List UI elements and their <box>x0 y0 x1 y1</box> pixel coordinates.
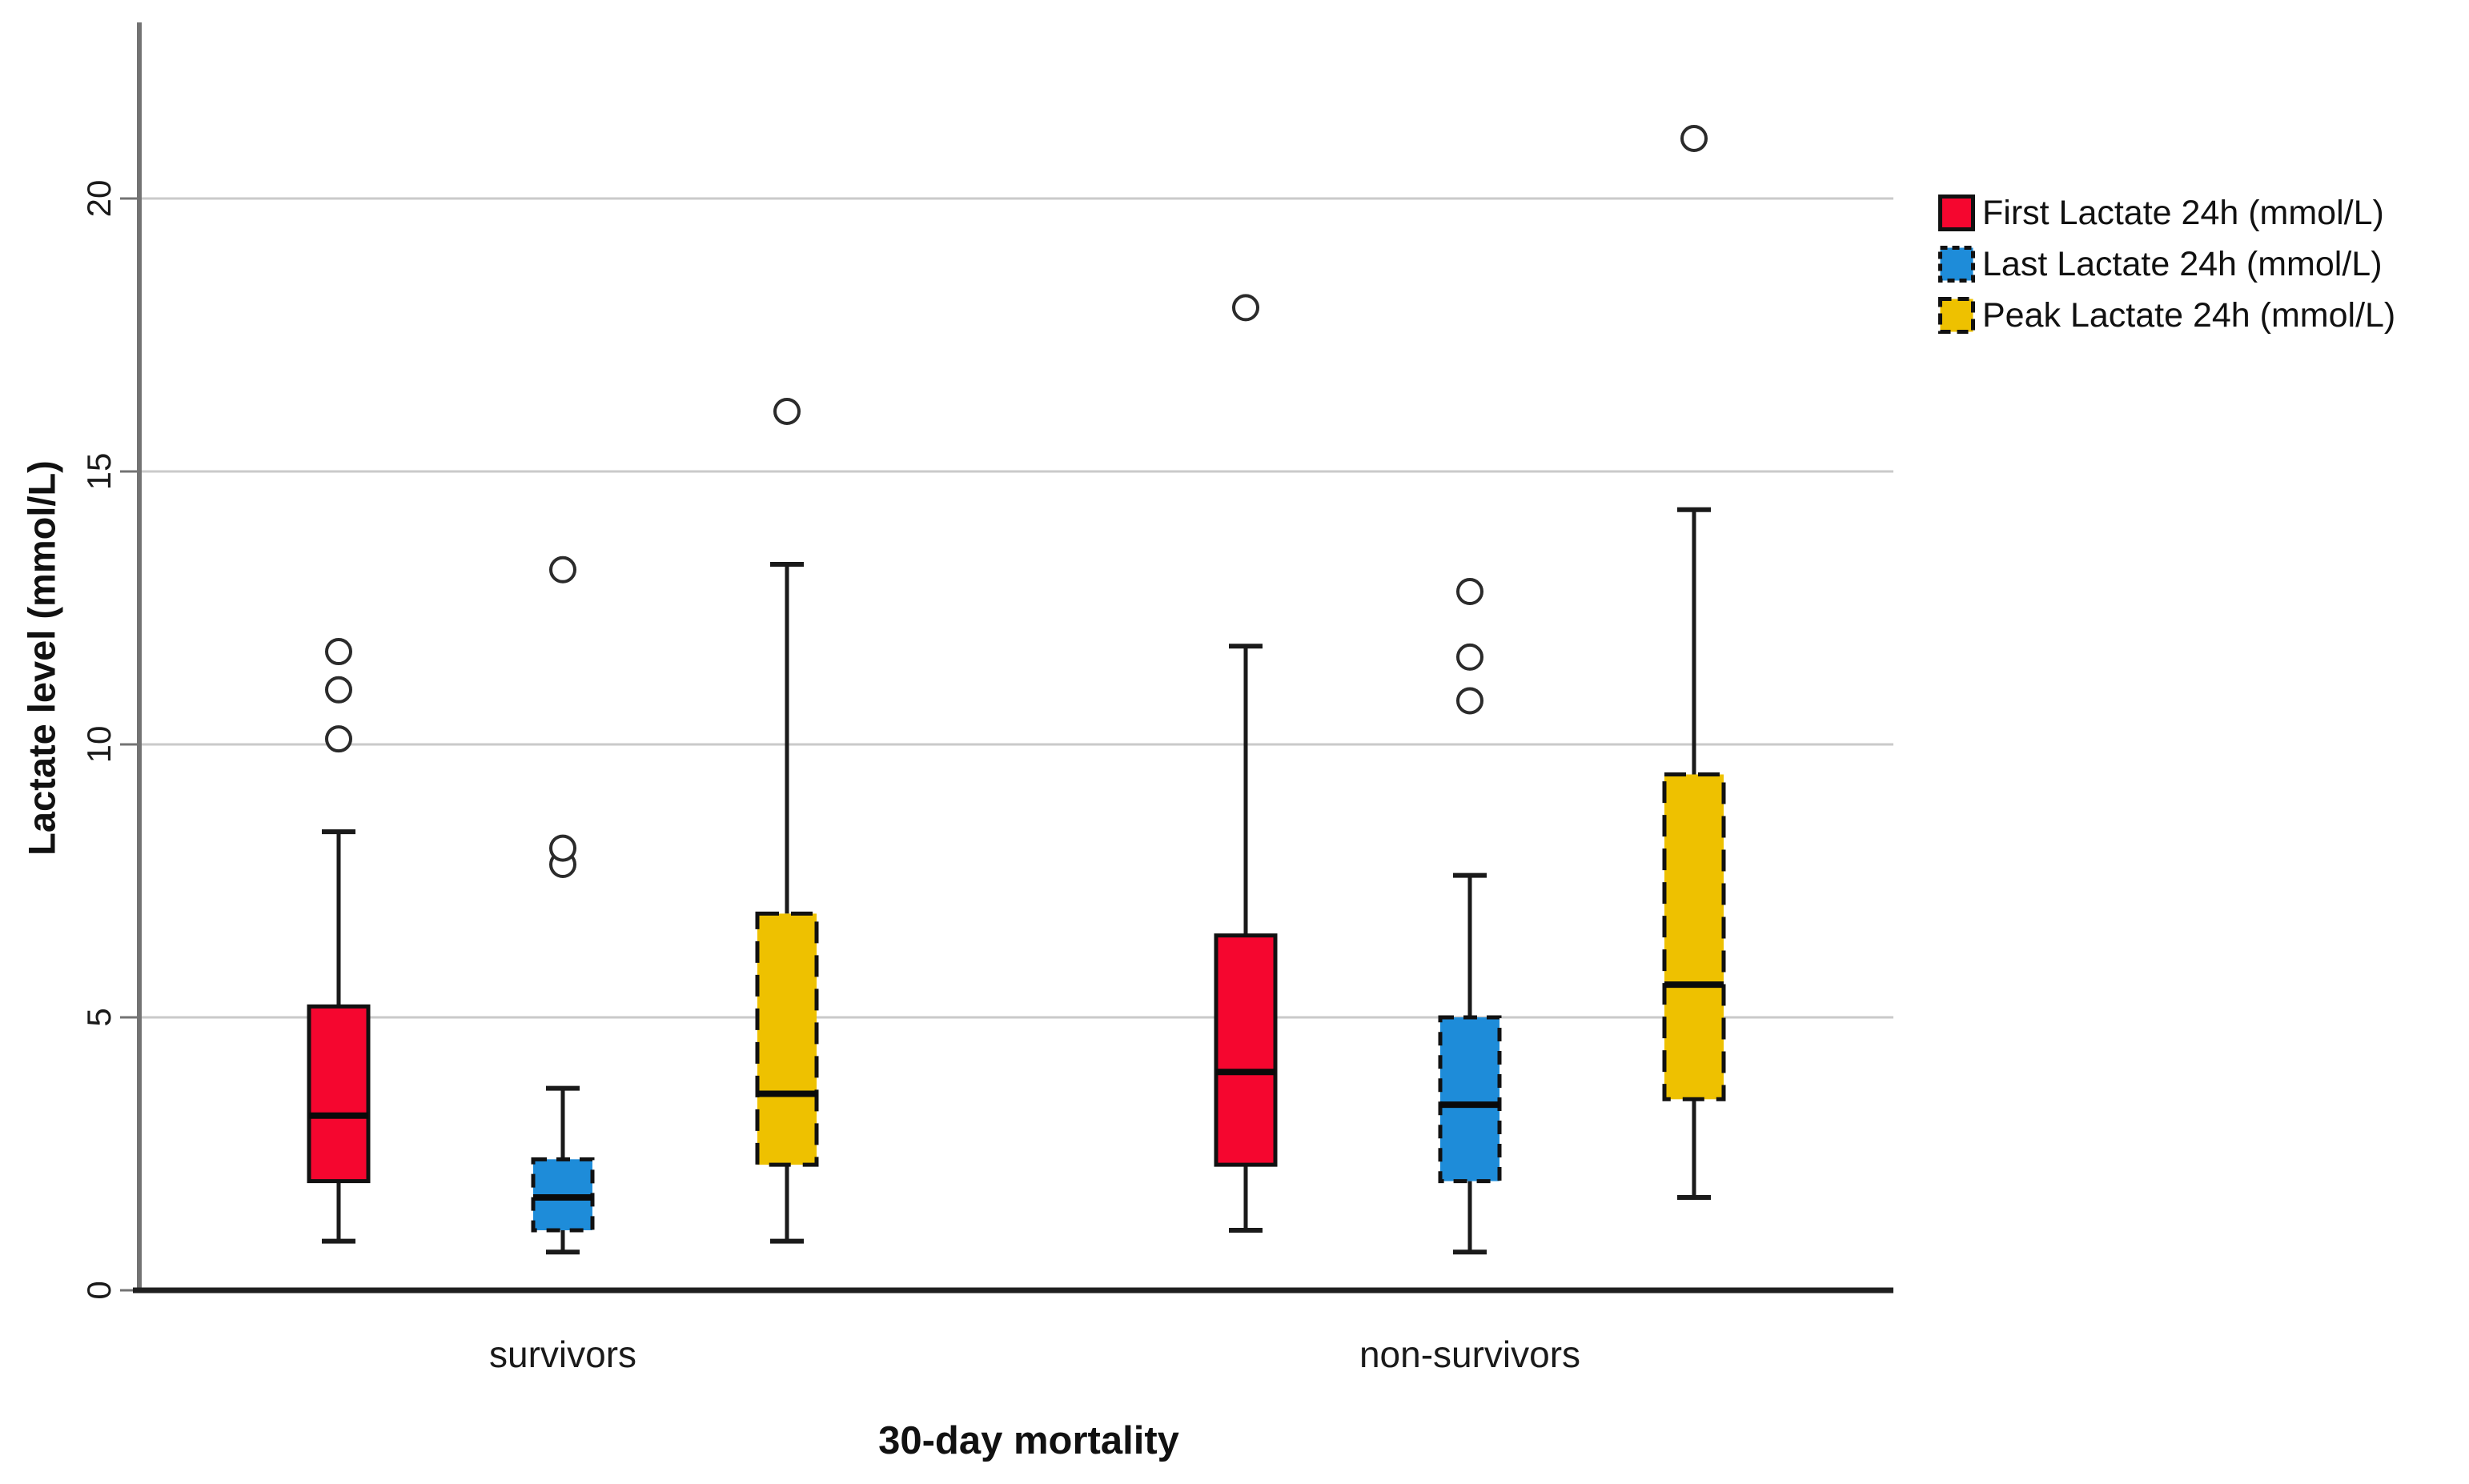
legend-label: Peak Lactate 24h (mmol/L) <box>1982 295 2396 335</box>
box-non-survivors-peak <box>1662 772 1726 1101</box>
outlier-point <box>325 676 352 704</box>
outlier-point <box>325 638 352 666</box>
box-non-survivors-first <box>1214 933 1278 1167</box>
legend-item: Last Lactate 24h (mmol/L) <box>1937 245 2395 283</box>
x-axis-title: 30-day mortality <box>878 1419 1179 1462</box>
y-tick-label-0: 0 <box>80 1281 118 1300</box>
legend-label: Last Lactate 24h (mmol/L) <box>1982 244 2383 283</box>
outlier-point <box>773 397 801 425</box>
legend-swatch-icon <box>1938 297 1975 334</box>
y-tick-label-15: 15 <box>80 452 118 491</box>
y-tick-label-20: 20 <box>80 179 118 218</box>
legend-item: Peak Lactate 24h (mmol/L) <box>1937 296 2395 335</box>
legend-swatch-rect <box>1938 246 1975 283</box>
outlier-point <box>1456 643 1483 671</box>
outlier-point <box>325 725 352 753</box>
box-non-survivors-last <box>1438 1015 1502 1184</box>
box-survivors-peak <box>755 911 819 1167</box>
legend: First Lactate 24h (mmol/L) Last Lactate 2… <box>1937 194 2395 335</box>
outlier-point <box>1456 578 1483 606</box>
outlier-point <box>1456 687 1483 715</box>
y-axis-title: Lactate level (mmol/L) <box>20 460 63 856</box>
x-tick-label-survivors: survivors <box>488 1334 637 1375</box>
x-tick-label-non-survivors: non-survivors <box>1359 1334 1581 1375</box>
legend-swatch-icon <box>1938 195 1975 231</box>
legend-item: First Lactate 24h (mmol/L) <box>1937 194 2395 232</box>
y-tick-label-5: 5 <box>80 1008 118 1027</box>
outlier-point <box>549 555 576 584</box>
legend-swatch-rect <box>1938 297 1975 334</box>
outlier-point <box>549 834 576 862</box>
outlier-point <box>1680 124 1708 152</box>
y-tick-label-10: 10 <box>80 725 118 764</box>
legend-swatch-icon <box>1938 246 1975 283</box>
legend-swatch-rect <box>1938 195 1975 231</box>
legend-label: First Lactate 24h (mmol/L) <box>1982 193 2384 232</box>
outlier-point <box>1232 294 1259 322</box>
box-survivors-first <box>307 1004 371 1184</box>
